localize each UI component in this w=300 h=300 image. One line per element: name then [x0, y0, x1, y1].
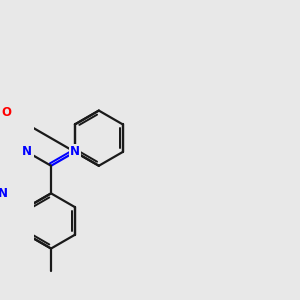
Text: O: O: [1, 106, 11, 119]
Text: N: N: [0, 187, 8, 200]
Text: N: N: [22, 146, 32, 158]
Text: N: N: [70, 145, 80, 158]
